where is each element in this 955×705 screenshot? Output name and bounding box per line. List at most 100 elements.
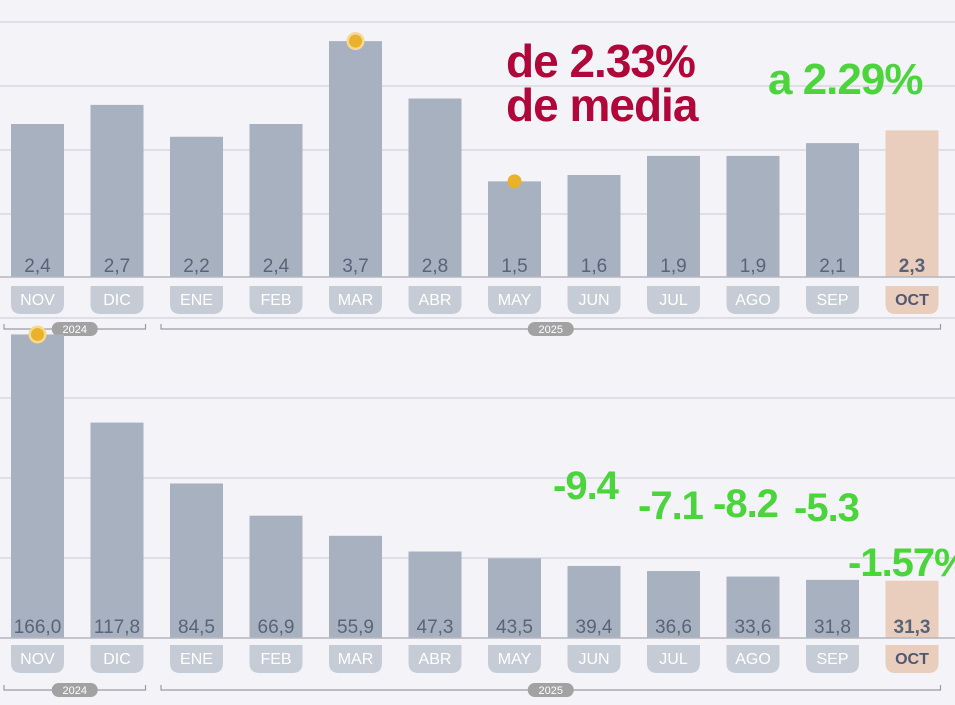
- rate-chart-bar-mar: [329, 41, 382, 277]
- value-chart-month-label: MAR: [338, 651, 374, 668]
- value-chart-value-label: 31,8: [814, 617, 851, 638]
- value-chart-month-pill: [329, 645, 382, 673]
- value-chart-month-pill: [806, 645, 859, 673]
- rate-chart-bar-dic: [90, 104, 144, 277]
- rate-chart-bar-abr: [408, 98, 462, 277]
- rate-chart-value-label: 2,4: [24, 256, 51, 277]
- rate-chart-month-label: OCT: [895, 292, 929, 309]
- value-chart-bar-dic: [90, 422, 144, 638]
- value-chart-month-label: JUL: [659, 651, 688, 668]
- rate-chart-month-label: ENE: [180, 292, 213, 309]
- value-chart-month-pill: [170, 645, 223, 673]
- annotation-change-oct: -1.57%: [848, 541, 955, 585]
- value-chart-month-pill: [647, 645, 700, 673]
- value-chart-month-pill: [885, 645, 939, 673]
- value-chart-bar-ene: [170, 483, 223, 638]
- rate-chart-month-pill: [170, 286, 223, 314]
- annotation-change-jun: -9.4: [553, 464, 619, 508]
- value-chart-month-label: NOV: [20, 651, 55, 668]
- value-chart-year-pill: [527, 683, 574, 697]
- rate-chart-peak-marker: [349, 34, 362, 48]
- rate-chart-month-pill: [885, 286, 939, 314]
- value-chart-month-label: FEB: [260, 651, 291, 668]
- rate-chart-value-label: 2,1: [819, 256, 845, 277]
- rate-chart-month-label: NOV: [20, 292, 55, 309]
- rate-chart-value-label: 2,4: [263, 256, 290, 277]
- rate-chart-month-pill: [647, 286, 700, 314]
- rate-chart-value-label: 1,6: [581, 256, 607, 277]
- rate-chart-bar-jun: [567, 175, 621, 277]
- value-chart-month-pill: [408, 645, 462, 673]
- value-chart-year-label: 2025: [539, 685, 563, 697]
- rate-chart-month-label: DIC: [103, 292, 131, 309]
- value-chart-month-label: DIC: [103, 651, 131, 668]
- value-chart-value-label: 31,3: [894, 617, 931, 638]
- rate-chart-month-label: SEP: [816, 292, 848, 309]
- rate-chart-month-label: JUN: [578, 292, 609, 309]
- rate-chart-month-label: JUL: [659, 292, 688, 309]
- value-chart-month-pill: [488, 645, 541, 673]
- value-chart-peak-marker: [31, 327, 44, 341]
- rate-chart-bar-jul: [647, 155, 700, 277]
- rate-chart-value-label: 2,8: [422, 256, 448, 277]
- value-chart-value-label: 39,4: [576, 617, 613, 638]
- value-chart-month-pill: [90, 645, 144, 673]
- rate-chart-month-label: MAR: [338, 292, 374, 309]
- rate-chart-bar-ene: [170, 136, 223, 277]
- rate-chart-year-pill: [527, 322, 574, 336]
- rate-chart-month-label: ABR: [419, 292, 452, 309]
- value-chart-bar-feb: [249, 515, 303, 638]
- value-chart-year-pill: [51, 683, 98, 697]
- value-chart-value-label: 117,8: [94, 617, 140, 638]
- rate-chart-value-label: 1,9: [660, 256, 686, 277]
- value-chart-bar-abr: [408, 551, 462, 638]
- value-chart-month-label: ABR: [419, 651, 452, 668]
- value-chart-month-pill: [726, 645, 780, 673]
- value-chart-value-label: 36,6: [655, 617, 692, 638]
- rate-chart-value-label: 3,7: [342, 256, 368, 277]
- value-chart-bar-nov: [11, 334, 64, 638]
- rate-chart-bar-ago: [726, 155, 780, 277]
- rate-chart-month-pill: [726, 286, 780, 314]
- value-chart-value-label: 55,9: [337, 617, 374, 638]
- rate-chart-value-label: 1,9: [740, 256, 766, 277]
- rate-chart-value-label: 2,7: [104, 256, 130, 277]
- value-chart-value-label: 47,3: [417, 617, 454, 638]
- rate-chart-bar-sep: [806, 143, 859, 277]
- rate-chart-bar-feb: [249, 124, 303, 277]
- rate-chart-month-pill: [567, 286, 621, 314]
- value-chart-value-label: 84,5: [178, 617, 215, 638]
- rate-chart-bar-oct: [885, 130, 939, 277]
- value-chart-month-label: MAY: [498, 651, 532, 668]
- rate-chart-month-pill: [11, 286, 64, 314]
- rate-chart-year-label: 2024: [63, 324, 87, 336]
- value-chart-month-pill: [11, 645, 64, 673]
- value-chart-value-label: 166,0: [14, 617, 62, 638]
- rate-chart-value-label: 1,5: [501, 256, 527, 277]
- value-chart-month-label: OCT: [895, 651, 929, 668]
- value-chart-month-label: SEP: [816, 651, 848, 668]
- value-chart-bar-jun: [567, 565, 621, 638]
- value-chart-value-label: 66,9: [258, 617, 295, 638]
- value-chart-bar-jul: [647, 571, 700, 638]
- annotation-change-jul: -7.1: [638, 484, 704, 528]
- value-chart-bar-may: [488, 558, 541, 638]
- annotation-trend-top: a 2.29%: [768, 55, 923, 104]
- rate-chart-bar-may: [488, 181, 541, 277]
- rate-chart-month-pill: [408, 286, 462, 314]
- rate-chart-month-pill: [329, 286, 382, 314]
- value-chart-year-label: 2024: [63, 685, 87, 697]
- value-chart-month-pill: [567, 645, 621, 673]
- value-chart-bar-ago: [726, 576, 780, 638]
- rate-chart-month-pill: [249, 286, 303, 314]
- annotation-average-line1: de 2.33%: [506, 35, 696, 87]
- annotation-change-ago: -8.2: [713, 482, 779, 526]
- rate-chart-month-label: AGO: [735, 292, 771, 309]
- value-chart-value-label: 43,5: [496, 617, 533, 638]
- rate-chart-month-label: MAY: [498, 292, 532, 309]
- rate-chart-year-label: 2025: [539, 324, 563, 336]
- annotation-change-sep: -5.3: [794, 486, 860, 530]
- value-chart-month-label: AGO: [735, 651, 771, 668]
- rate-chart-month-label: FEB: [260, 292, 291, 309]
